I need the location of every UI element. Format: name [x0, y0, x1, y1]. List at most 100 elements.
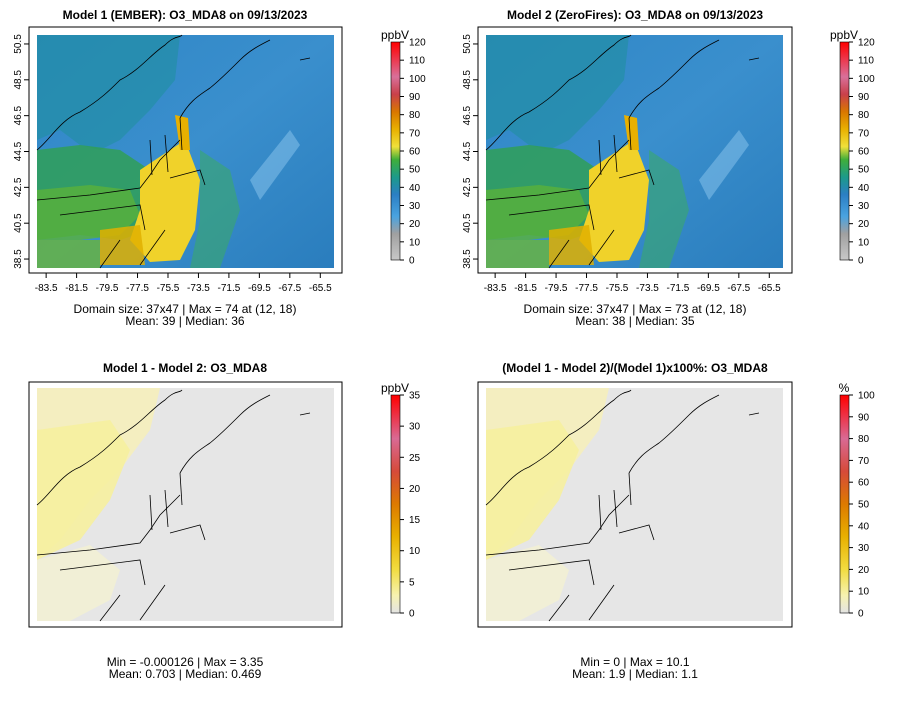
- colorbar-tick-label: 30: [409, 201, 421, 212]
- y-axis: 38.5 40.5 42.5 44.5 46.5 48.5 50.5: [462, 34, 479, 269]
- colorbar-tick-label: 5: [409, 577, 415, 588]
- chart-title: Model 2 (ZeroFires): O3_MDA8 on 09/13/20…: [507, 8, 763, 22]
- y-tick-label: 38.5: [462, 249, 473, 269]
- x-tick-label: -81.5: [514, 283, 537, 294]
- colorbar-tick-label: 50: [858, 500, 870, 511]
- colorbar-tick-label: 90: [409, 92, 421, 103]
- colorbar-tick-label: 60: [409, 147, 421, 158]
- y-tick-label: 48.5: [13, 70, 24, 90]
- colorbar-tick-label: 100: [409, 74, 426, 85]
- colorbar-tick-label: 20: [858, 565, 870, 576]
- chart-title: (Model 1 - Model 2)/(Model 1)x100%: O3_M…: [502, 361, 768, 375]
- colorbar-ramp: [839, 41, 850, 261]
- x-tick-label: -69.5: [697, 283, 720, 294]
- y-tick-label: 50.5: [462, 34, 473, 54]
- colorbar-tick-label: 15: [409, 515, 421, 526]
- colorbar-ramp: [390, 41, 401, 261]
- colorbar-tick-label: 120: [858, 38, 875, 49]
- x-tick-label: -71.5: [667, 283, 690, 294]
- caption-line2: Mean: 1.9 | Median: 1.1: [572, 667, 698, 681]
- caption-line1: Min = 0 | Max = 10.1: [580, 655, 689, 669]
- x-tick-label: -79.5: [96, 283, 119, 294]
- x-tick-label: -67.5: [727, 283, 750, 294]
- colorbar-tick-label: 90: [858, 412, 870, 423]
- colorbar-tick-label: 25: [409, 453, 421, 464]
- x-axis: -83.5 -81.5 -79.5 -77.5 -75.5 -73.5 -71.5 -69.5…: [35, 272, 334, 294]
- y-tick-label: 42.5: [13, 177, 24, 197]
- colorbar-tick-label: 30: [409, 422, 421, 433]
- colorbar-unit: ppbV: [830, 28, 858, 42]
- colorbar-tick-label: 80: [409, 110, 421, 121]
- x-tick-label: -73.5: [636, 283, 659, 294]
- x-tick-label: -77.5: [575, 283, 598, 294]
- colorbar-tick-label: 20: [409, 219, 421, 230]
- colorbar-tick-label: 0: [858, 256, 864, 267]
- heatmap-field: [37, 388, 334, 621]
- caption-line2: Mean: 38 | Median: 35: [575, 314, 695, 328]
- colorbar-tick-label: 40: [409, 183, 421, 194]
- state-boundaries: [36, 34, 311, 269]
- state-boundaries: [485, 389, 760, 622]
- colorbar-unit: ppbV: [381, 381, 409, 395]
- state-boundaries: [485, 34, 760, 269]
- colorbar-tick-label: 40: [858, 183, 870, 194]
- x-tick-label: -67.5: [278, 283, 301, 294]
- colorbar-tick-label: 10: [858, 237, 870, 248]
- colorbar-ramp: [390, 394, 401, 614]
- colorbar-tick-label: 60: [858, 147, 870, 158]
- colorbar-tick-label: 100: [858, 391, 875, 402]
- colorbar-ramp: [839, 394, 850, 614]
- panel-model2: -83.5 -81.5 -79.5 -77.5 -75.5 -73.5 -71.5 -69.5…: [462, 8, 875, 328]
- colorbar-tick-label: 35: [409, 391, 421, 402]
- x-tick-label: -83.5: [484, 283, 507, 294]
- caption-line1: Domain size: 37x47 | Max = 74 at (12, 18…: [74, 302, 297, 316]
- x-tick-label: -83.5: [35, 283, 58, 294]
- chart-title: Model 1 (EMBER): O3_MDA8 on 09/13/2023: [63, 8, 308, 22]
- x-tick-label: -75.5: [157, 283, 180, 294]
- y-axis: 38.5 40.5 42.5 44.5 46.5 48.5 50.5: [13, 34, 30, 269]
- colorbar-tick-label: 10: [409, 546, 421, 557]
- colorbar-unit: %: [839, 381, 850, 395]
- panel-percent-difference: (Model 1 - Model 2)/(Model 1)x100%: O3_M…: [477, 361, 875, 681]
- colorbar-tick-label: 70: [409, 128, 421, 139]
- caption-line1: Domain size: 37x47 | Max = 73 at (12, 18…: [524, 302, 747, 316]
- heatmap-field: [486, 388, 783, 621]
- x-tick-label: -77.5: [126, 283, 149, 294]
- colorbar-tick-label: 60: [858, 478, 870, 489]
- colorbar-tick-label: 20: [409, 484, 421, 495]
- y-tick-label: 40.5: [13, 213, 24, 233]
- colorbar-tick-label: 100: [858, 74, 875, 85]
- colorbar-tick-label: 70: [858, 128, 870, 139]
- y-tick-label: 46.5: [462, 105, 473, 125]
- x-axis: -83.5 -81.5 -79.5 -77.5 -75.5 -73.5 -71.5 -69.5…: [484, 272, 783, 294]
- y-tick-label: 38.5: [13, 249, 24, 269]
- colorbar-tick-label: 10: [858, 587, 870, 598]
- colorbar-tick-label: 30: [858, 543, 870, 554]
- state-boundaries: [36, 389, 311, 622]
- x-tick-label: -65.5: [309, 283, 332, 294]
- colorbar: ppbV 0 10 20 30 40 50 60 70 80 90 100 110 120: [830, 28, 875, 267]
- colorbar-tick-label: 120: [409, 38, 426, 49]
- colorbar-tick-label: 50: [858, 165, 870, 176]
- colorbar-tick-label: 110: [409, 56, 425, 67]
- y-tick-label: 40.5: [462, 213, 473, 233]
- colorbar-tick-label: 20: [858, 219, 870, 230]
- heatmap-field: [486, 35, 783, 268]
- colorbar: % 0 10 20 30 40 50 60 70 80 90 100: [839, 381, 875, 620]
- y-tick-label: 44.5: [13, 141, 24, 161]
- caption-line2: Mean: 39 | Median: 36: [125, 314, 245, 328]
- panel-model1: -83.5 -81.5 -79.5 -77.5 -75.5 -73.5 -71.5 -69.5…: [13, 8, 426, 328]
- y-tick-label: 44.5: [462, 141, 473, 161]
- colorbar: ppbV 0 10 20 30 40 50 60 70 80 90 100 110 120: [381, 28, 426, 267]
- colorbar-tick-label: 10: [409, 237, 421, 248]
- x-tick-label: -65.5: [758, 283, 781, 294]
- y-tick-label: 46.5: [13, 105, 24, 125]
- chart-title: Model 1 - Model 2: O3_MDA8: [103, 361, 267, 375]
- colorbar-tick-label: 70: [858, 456, 870, 467]
- colorbar-tick-label: 50: [409, 165, 421, 176]
- x-tick-label: -81.5: [65, 283, 88, 294]
- y-tick-label: 50.5: [13, 34, 24, 54]
- heatmap-field: [37, 35, 334, 268]
- colorbar-tick-label: 0: [409, 609, 415, 620]
